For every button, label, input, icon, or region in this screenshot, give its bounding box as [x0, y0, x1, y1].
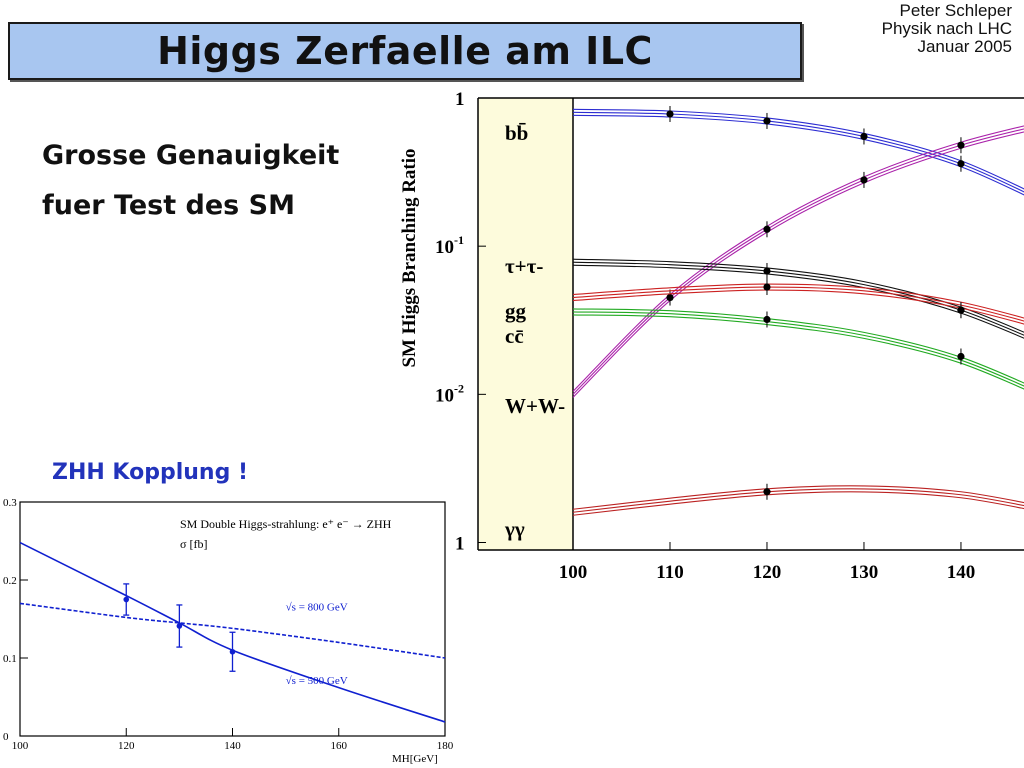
zhh-ticks: 100 120 140 160 180 0 0.1 0.2 0.3 — [3, 497, 454, 752]
zhh-x-label: MH[GeV] — [392, 753, 438, 765]
br-line-bb — [572, 111, 1024, 193]
br-legend-bb: bb̄ — [505, 121, 528, 145]
zhh-chart-title: SM Double Higgs-strahlung: e⁺ e⁻ → ZHH — [180, 517, 392, 531]
br-line-bb — [572, 114, 1024, 196]
zhh-series — [19, 541, 446, 723]
slide-title-box: Higgs Zerfaelle am ILC — [8, 22, 802, 80]
br-x-tick-label: 100 — [559, 562, 588, 583]
br-line-gg — [572, 286, 1024, 322]
author-course: Physik nach LHC — [881, 19, 1012, 38]
slide-title: Higgs Zerfaelle am ILC — [157, 29, 653, 73]
br-line-gamma — [572, 485, 1024, 510]
br-y-tick-label: 10-2 — [435, 381, 464, 406]
br-y-tick-label: 10-1 — [435, 233, 464, 258]
br-series-bb — [572, 105, 1024, 196]
br-line-gamma — [572, 488, 1024, 513]
br-legend-panel — [478, 98, 573, 550]
br-line-cc — [572, 314, 1024, 390]
br-legend-ww: W+W- — [505, 394, 565, 418]
zhh-x-tick-label: 100 — [12, 740, 29, 752]
br-y-tick-label: 1 — [455, 534, 465, 555]
br-x-tick-label: 140 — [947, 562, 976, 583]
zhh-point — [176, 623, 183, 629]
zhh-y-tick-label: 0.1 — [3, 653, 17, 665]
bullet-line-1: Grosse Genauigkeit — [42, 140, 340, 171]
zhh-line-800 — [19, 602, 446, 659]
author-date: Januar 2005 — [917, 37, 1012, 56]
zhh-cross-section-chart: 100 120 140 160 180 0 0.1 0.2 0.3 SM Double Higg… — [3, 497, 454, 765]
zhh-x-tick-label: 160 — [331, 740, 348, 752]
br-line-tau — [572, 264, 1024, 339]
zhh-y-tick-label: 0 — [3, 731, 9, 743]
br-axes — [477, 97, 1024, 551]
br-legend-cc: cc̄ — [505, 324, 524, 348]
br-y-tick-label: 1 — [455, 89, 465, 110]
br-line-bb — [572, 108, 1024, 190]
zhh-x-tick-label: 140 — [224, 740, 241, 752]
br-series-cc — [572, 308, 1024, 390]
br-y-axis-label: SM Higgs Branching Ratio — [399, 148, 420, 367]
br-x-tick-label: 130 — [850, 562, 879, 583]
br-y-tick-exp: -2 — [454, 381, 464, 395]
zhh-coupling-label: ZHH Kopplung ! — [52, 460, 249, 485]
br-legend-gamma: γγ — [504, 517, 525, 541]
zhh-x-tick-label: 180 — [437, 740, 454, 752]
br-line-cc — [572, 308, 1024, 384]
zhh-point — [229, 648, 236, 655]
zhh-label-800: √s = 800 GeV — [286, 602, 348, 614]
br-series-tau — [572, 258, 1024, 339]
br-y-tick-exp: -1 — [454, 233, 464, 247]
zhh-label-500: √s = 500 GeV — [286, 675, 348, 687]
zhh-y-tick-label: 0.2 — [3, 575, 17, 587]
author-name: Peter Schleper — [899, 1, 1012, 20]
bullet-line-2: fuer Test des SM — [42, 190, 295, 221]
br-line-cc — [572, 311, 1024, 387]
br-legend-gg: gg — [505, 299, 527, 323]
br-legend-tau: τ+τ- — [505, 254, 543, 278]
author-block: Peter Schleper Physik nach LHC Januar 20… — [882, 2, 1012, 56]
br-line-gg — [572, 289, 1024, 325]
zhh-point — [123, 596, 130, 603]
br-legend-background — [478, 98, 573, 550]
br-line-gg — [572, 283, 1024, 319]
br-series-gg — [572, 279, 1024, 325]
br-x-tick-label: 120 — [753, 562, 782, 583]
br-line-gamma — [572, 491, 1024, 516]
zhh-line-500 — [19, 541, 446, 723]
branching-ratio-chart: 100 110 120 130 140 1 10-1 10-2 1 SM Higgs Branc… — [399, 89, 1024, 583]
zhh-x-tick-label: 120 — [118, 740, 135, 752]
br-series — [572, 105, 1024, 516]
br-x-tick-label: 110 — [656, 562, 683, 583]
br-series-gamma — [572, 483, 1024, 516]
zhh-y-tick-label: 0.3 — [3, 497, 17, 509]
br-line-tau — [572, 258, 1024, 333]
zhh-y-label: σ [fb] — [180, 537, 207, 551]
br-line-tau — [572, 261, 1024, 336]
